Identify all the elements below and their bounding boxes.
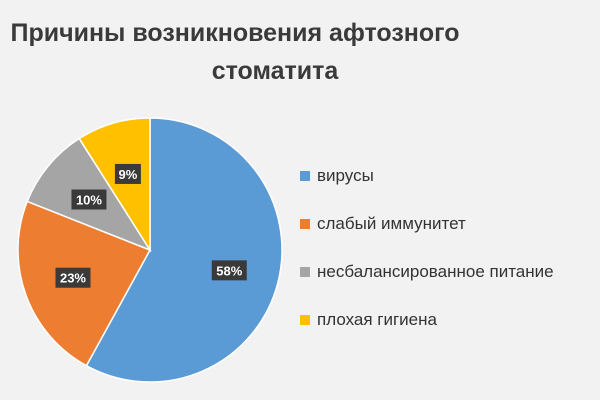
legend-item-weak-immunity: слабый иммунитет bbox=[300, 200, 600, 248]
data-label-box-viruses bbox=[211, 260, 247, 281]
legend-swatch-poor-hygiene bbox=[300, 315, 310, 325]
legend-label-weak-immunity: слабый иммунитет bbox=[317, 214, 466, 233]
legend-label-viruses: вирусы bbox=[317, 166, 374, 185]
data-label-poor-hygiene: 9% bbox=[114, 163, 141, 184]
data-label-box-poor-hygiene bbox=[114, 163, 141, 184]
data-label-box-weak-immunity bbox=[55, 267, 91, 288]
legend-swatch-viruses bbox=[300, 171, 310, 181]
data-label-text-weak-immunity: 23% bbox=[60, 271, 86, 286]
data-label-box-unbalanced-diet bbox=[71, 189, 107, 210]
chart-title-line-1: Причины возникновения афтозного bbox=[10, 19, 460, 47]
data-label-weak-immunity: 23% bbox=[55, 267, 91, 288]
pie-slice-viruses bbox=[85, 117, 283, 383]
data-label-text-viruses: 58% bbox=[216, 263, 242, 278]
chart-title: Причины возникновения афтозного стоматит… bbox=[0, 14, 470, 90]
data-label-text-unbalanced-diet: 10% bbox=[76, 193, 102, 208]
chart-title-line-2: стоматита bbox=[211, 57, 339, 85]
pie-slice-poor-hygiene bbox=[78, 117, 151, 253]
data-label-text-poor-hygiene: 9% bbox=[119, 167, 138, 182]
legend-item-poor-hygiene: плохая гигиена bbox=[300, 296, 600, 344]
legend-item-viruses: вирусы bbox=[300, 152, 600, 200]
data-label-unbalanced-diet: 10% bbox=[71, 189, 107, 210]
legend-label-unbalanced-diet: несбалансированное питание bbox=[317, 262, 554, 281]
data-label-viruses: 58% bbox=[211, 260, 247, 281]
legend-label-poor-hygiene: плохая гигиена bbox=[317, 310, 437, 329]
chart-legend: вирусы слабый иммунитет несбалансированн… bbox=[300, 152, 600, 344]
legend-item-unbalanced-diet: несбалансированное питание bbox=[300, 248, 600, 296]
legend-swatch-unbalanced-diet bbox=[300, 267, 310, 277]
legend-swatch-weak-immunity bbox=[300, 219, 310, 229]
